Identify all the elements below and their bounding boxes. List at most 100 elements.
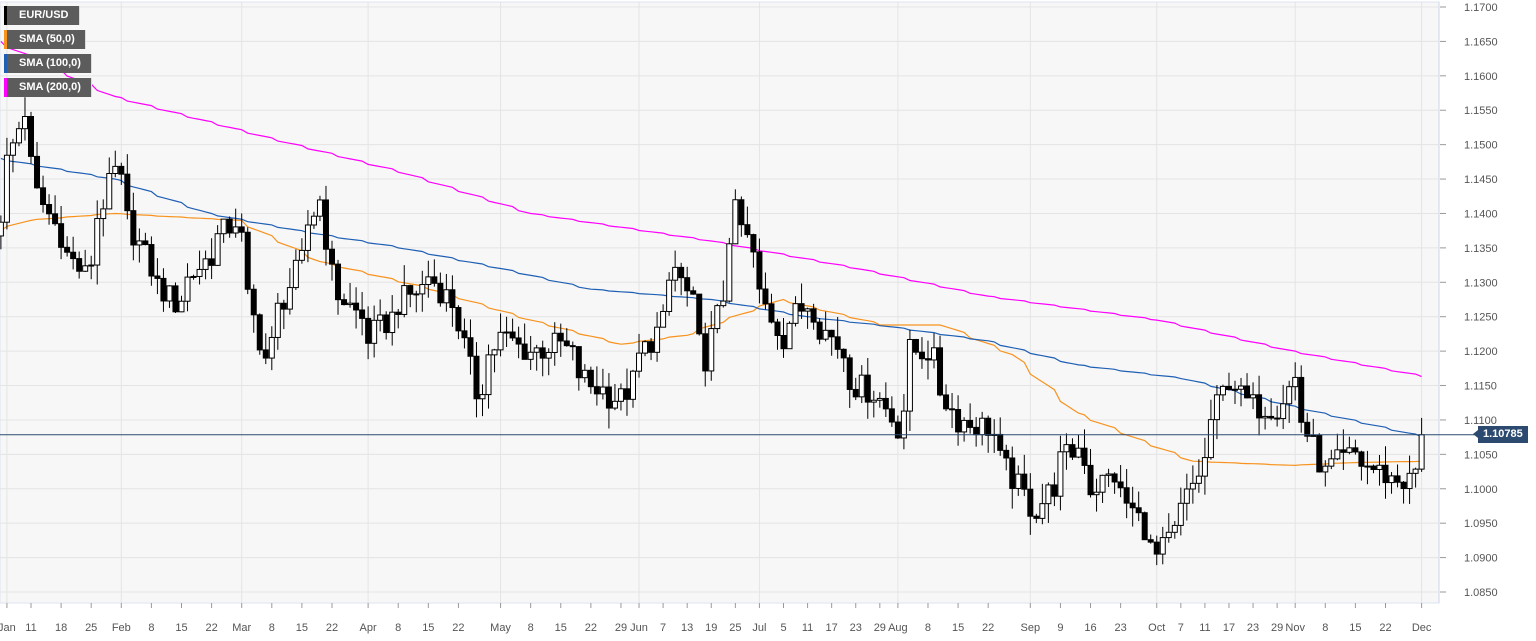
candle-body	[732, 199, 739, 245]
candle	[401, 265, 408, 318]
legend-eurusd[interactable]: EUR/USD	[4, 6, 80, 25]
legend-label: SMA (100,0)	[19, 57, 81, 69]
candle-body	[497, 331, 504, 351]
candle-body	[365, 317, 372, 344]
candle-body	[178, 300, 185, 313]
candle-body	[329, 248, 335, 265]
candle-body	[64, 246, 71, 253]
candle-body	[1364, 465, 1371, 468]
candle-body	[437, 282, 444, 304]
legend-sma-50[interactable]: SMA (50,0)	[4, 30, 86, 49]
x-tick-label: 19	[705, 622, 717, 634]
candle-body	[1334, 449, 1341, 460]
candle	[9, 138, 16, 173]
candle	[654, 312, 661, 362]
candle-body	[521, 343, 528, 360]
candle-body	[21, 116, 28, 130]
candle-body	[310, 215, 317, 226]
candle-body	[160, 277, 167, 302]
candle-body	[900, 410, 907, 439]
candle-body	[244, 231, 251, 290]
x-tick-label: 8	[269, 622, 275, 634]
y-tick-label: 1.0950	[1464, 518, 1498, 530]
candle	[395, 308, 402, 329]
candle	[690, 286, 697, 295]
candle	[786, 321, 793, 350]
candle-body	[636, 352, 643, 372]
candle	[1123, 469, 1130, 519]
candle	[738, 196, 745, 237]
legend-sma-100[interactable]: SMA (100,0)	[4, 54, 92, 73]
candle-body	[858, 374, 865, 398]
candle-body	[955, 408, 962, 433]
candle-body	[268, 336, 275, 359]
candle-body	[1346, 447, 1353, 453]
candle-body	[1051, 484, 1058, 497]
candle-body	[804, 308, 811, 312]
candle-body	[280, 302, 287, 310]
candle	[744, 206, 751, 238]
candle-body	[250, 288, 257, 316]
candle-body	[918, 351, 925, 360]
x-tick-label: 13	[681, 622, 693, 634]
candle	[166, 285, 173, 308]
candle-body	[623, 388, 630, 400]
candle	[268, 326, 275, 371]
candle	[906, 329, 913, 431]
candle-body	[702, 333, 709, 372]
candle	[611, 383, 618, 411]
candle	[1039, 483, 1046, 525]
candle	[714, 303, 721, 334]
candle	[648, 338, 655, 361]
candle-body	[1093, 491, 1100, 496]
candle	[912, 338, 919, 355]
candle-body	[527, 351, 534, 360]
candle-body	[190, 275, 197, 278]
candle-body	[1298, 376, 1305, 423]
candle	[1183, 473, 1190, 521]
candle	[931, 333, 937, 369]
candle	[1316, 433, 1323, 473]
candle	[1099, 474, 1106, 503]
candle	[160, 268, 167, 312]
candle-body	[1111, 473, 1118, 483]
candle	[1009, 446, 1016, 509]
x-tick-label: 29	[1271, 622, 1283, 634]
x-tick-label: Mar	[232, 622, 251, 634]
candle	[551, 322, 558, 366]
candle-body	[696, 293, 703, 335]
x-tick-label: 22	[205, 622, 217, 634]
candle	[1177, 487, 1184, 536]
x-tick-label: Sep	[1021, 622, 1041, 634]
candle-body	[894, 421, 901, 439]
candle-body	[1015, 473, 1022, 489]
candle	[840, 348, 847, 373]
candle	[256, 313, 263, 355]
candle-body	[1033, 515, 1040, 519]
candle-body	[750, 234, 757, 253]
candle	[58, 205, 65, 260]
candle	[365, 306, 372, 360]
candle-body	[1250, 394, 1257, 399]
candle-body	[389, 311, 396, 334]
candle	[924, 340, 931, 380]
candle	[937, 335, 944, 397]
candle-body	[1322, 465, 1329, 473]
candle-body	[0, 221, 4, 237]
candle	[467, 319, 474, 375]
candle	[322, 185, 329, 266]
candle-body	[1388, 475, 1395, 484]
candle	[864, 358, 871, 419]
candle-body	[256, 314, 263, 351]
candle	[88, 255, 95, 280]
x-tick-label: Nov	[1285, 622, 1305, 634]
candle-body	[377, 314, 384, 321]
candle-body	[58, 223, 65, 248]
candle-body	[431, 276, 438, 284]
candle	[184, 263, 191, 312]
candle	[1334, 433, 1341, 461]
x-tick-label: 23	[850, 622, 862, 634]
legend-sma-200[interactable]: SMA (200,0)	[4, 78, 92, 97]
candle-body	[1081, 447, 1088, 466]
candle-body	[70, 251, 77, 260]
